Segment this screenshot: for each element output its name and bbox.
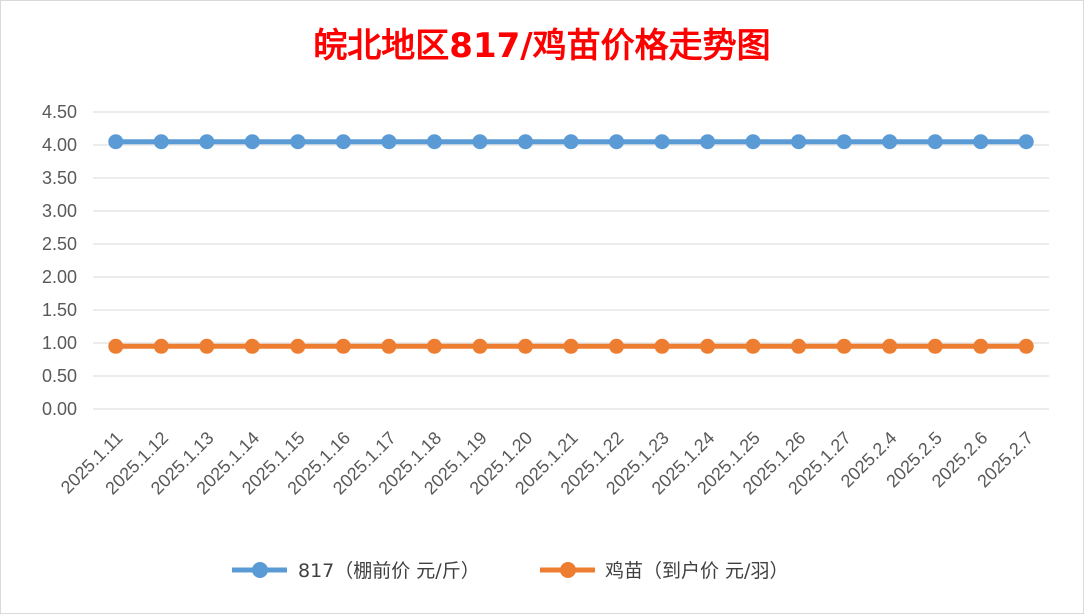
data-point	[335, 134, 351, 150]
data-point	[244, 338, 260, 354]
data-point	[426, 338, 442, 354]
data-point	[290, 134, 306, 150]
data-point	[244, 134, 260, 150]
data-point	[108, 134, 124, 150]
y-tick-label: 4.00	[42, 135, 77, 155]
data-point	[882, 338, 898, 354]
data-point	[791, 338, 807, 354]
data-point	[153, 134, 169, 150]
gridlines	[93, 111, 1049, 410]
data-point	[1018, 338, 1034, 354]
legend-marker-0	[252, 562, 268, 578]
data-point	[654, 338, 670, 354]
data-point	[381, 338, 397, 354]
x-axis-ticks: 2025.1.112025.1.122025.1.132025.1.142025…	[57, 428, 1037, 499]
y-tick-label: 2.50	[42, 234, 77, 254]
data-point	[381, 134, 397, 150]
data-point	[472, 134, 488, 150]
data-point	[199, 338, 215, 354]
data-point	[700, 338, 716, 354]
y-tick-label: 3.50	[42, 168, 77, 188]
y-tick-label: 1.00	[42, 333, 77, 353]
legend-label-1: 鸡苗（到户价 元/羽）	[605, 560, 788, 582]
data-point	[153, 338, 169, 354]
data-point	[472, 338, 488, 354]
y-tick-label: 2.00	[42, 267, 77, 287]
data-point	[563, 338, 579, 354]
data-point	[426, 134, 442, 150]
y-tick-label: 0.50	[42, 366, 77, 386]
legend-marker-1	[560, 562, 576, 578]
data-point	[836, 134, 852, 150]
data-point	[290, 338, 306, 354]
data-point	[836, 338, 852, 354]
data-point	[609, 134, 625, 150]
data-point	[335, 338, 351, 354]
y-tick-label: 4.50	[42, 102, 77, 122]
data-point	[700, 134, 716, 150]
y-tick-label: 3.00	[42, 201, 77, 221]
y-axis-ticks: 0.00 0.50 1.00 1.50 2.00 2.50 3.00 3.50 4.00 4.50	[42, 102, 77, 419]
data-point	[882, 134, 898, 150]
data-point	[517, 134, 533, 150]
data-point	[654, 134, 670, 150]
legend: 817（棚前价 元/斤） 鸡苗（到户价 元/羽）	[232, 560, 788, 582]
y-tick-label: 0.00	[42, 399, 77, 419]
data-point	[927, 338, 943, 354]
data-point	[517, 338, 533, 354]
data-point	[973, 134, 989, 150]
data-point	[973, 338, 989, 354]
y-tick-label: 1.50	[42, 300, 77, 320]
data-point	[1018, 134, 1034, 150]
data-point	[791, 134, 807, 150]
series-layer	[108, 134, 1034, 354]
legend-label-0: 817（棚前价 元/斤）	[298, 560, 480, 582]
data-point	[927, 134, 943, 150]
data-point	[745, 134, 761, 150]
data-point	[199, 134, 215, 150]
data-point	[745, 338, 761, 354]
data-point	[108, 338, 124, 354]
chart-title: 皖北地区817/鸡苗价格走势图	[313, 26, 771, 66]
data-point	[563, 134, 579, 150]
data-point	[609, 338, 625, 354]
